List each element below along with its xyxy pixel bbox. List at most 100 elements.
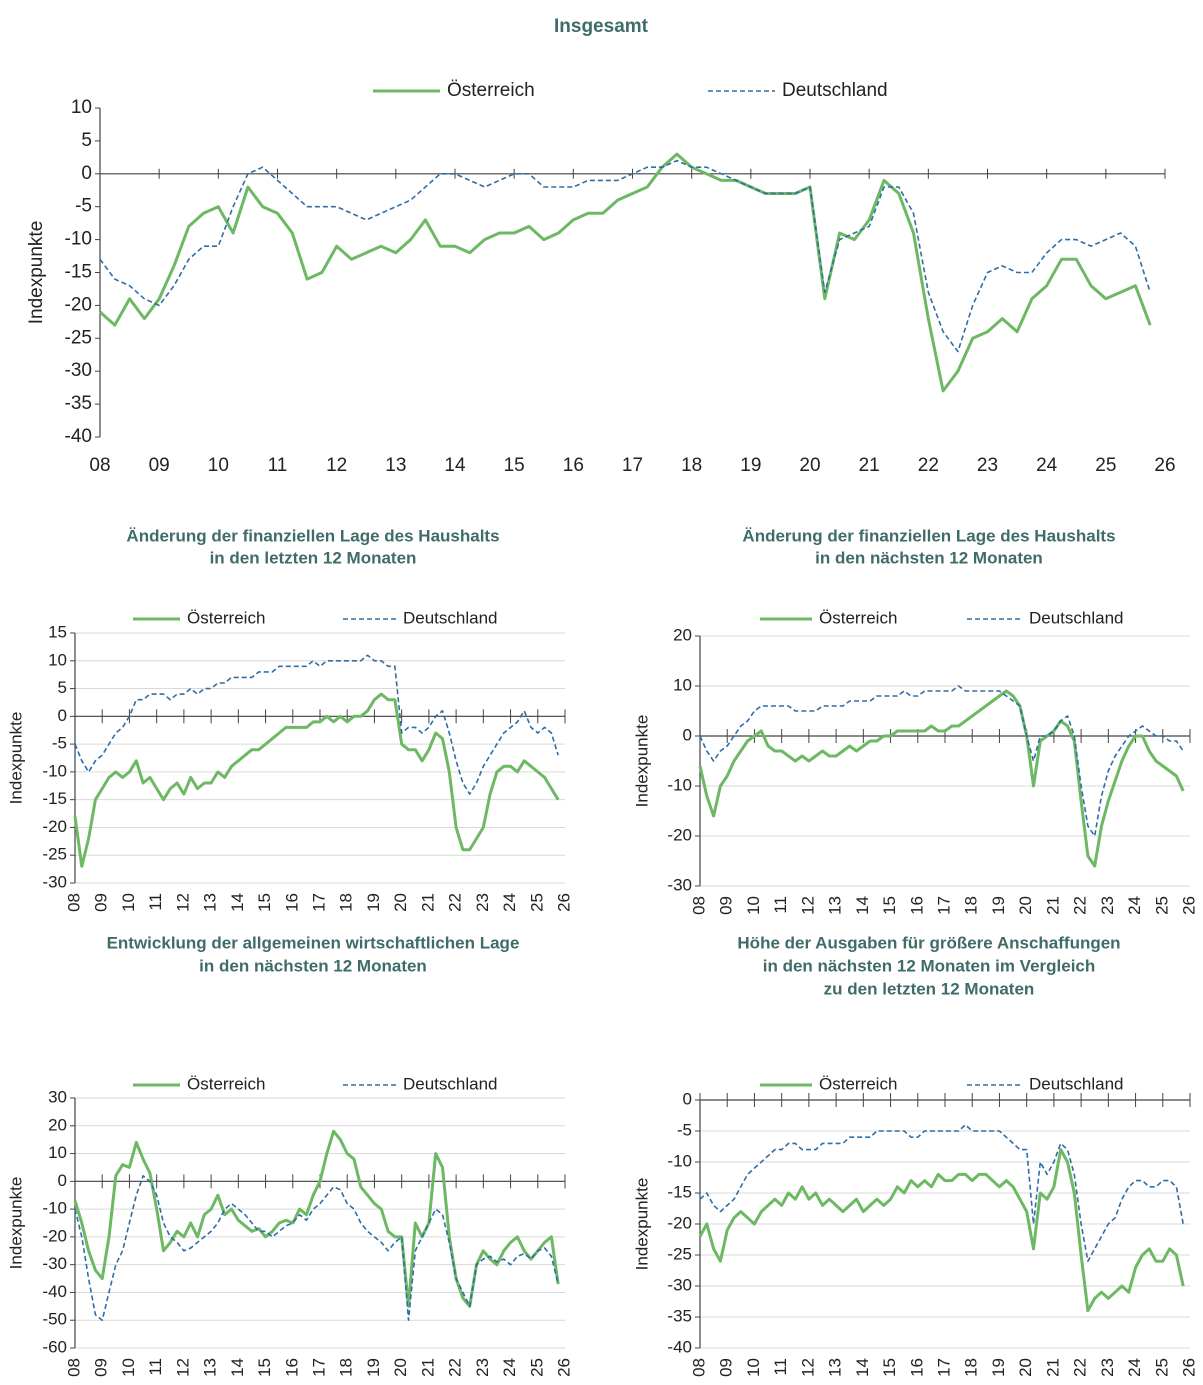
x-tick-label: 25	[1152, 1358, 1171, 1377]
x-tick-label: 10	[119, 1358, 138, 1377]
y-tick-label: -25	[42, 845, 67, 864]
x-tick-label: 11	[268, 455, 288, 476]
chart-title: in den nächsten 12 Monaten im Vergleich	[763, 956, 1096, 975]
x-tick-label: 24	[500, 893, 519, 912]
x-tick-label: 25	[1152, 896, 1171, 915]
chart-title: Änderung der finanziellen Lage des Haush…	[742, 526, 1115, 545]
series-line	[99, 159, 1151, 353]
legend-label: Deutschland	[1029, 1074, 1124, 1093]
y-tick-label: 5	[58, 678, 67, 697]
y-axis-label: Indexpunkte	[6, 1177, 25, 1270]
x-tick-label: 09	[717, 1358, 736, 1377]
series-line	[74, 654, 559, 795]
y-axis-label: Indexpunkte	[632, 715, 651, 808]
x-tick-label: 11	[146, 893, 165, 911]
x-tick-label: 25	[527, 1358, 546, 1377]
y-tick-label: 10	[71, 97, 92, 118]
y-tick-label: -5	[75, 196, 92, 217]
x-tick-label: 23	[473, 893, 492, 912]
x-tick-label: 14	[228, 1358, 247, 1377]
x-tick-label: 26	[1179, 1358, 1198, 1377]
series-line	[74, 1175, 559, 1321]
x-tick-label: 21	[859, 455, 880, 476]
x-tick-label: 12	[326, 455, 347, 476]
y-tick-label: 0	[683, 725, 692, 744]
x-tick-label: 14	[444, 455, 466, 476]
series-line	[699, 1124, 1184, 1262]
y-tick-label: 0	[58, 1171, 67, 1190]
y-tick-label: 30	[48, 1087, 67, 1106]
chart-title: in den letzten 12 Monaten	[210, 548, 417, 567]
x-tick-label: 15	[255, 893, 274, 912]
x-tick-label: 21	[1043, 1358, 1062, 1377]
x-tick-label: 21	[1043, 896, 1062, 915]
x-tick-label: 21	[418, 1358, 437, 1377]
y-tick-label: 20	[48, 1115, 67, 1134]
x-tick-label: 26	[554, 893, 573, 912]
x-tick-label: 26	[554, 1358, 573, 1377]
x-tick-label: 13	[826, 1358, 845, 1377]
x-tick-label: 23	[1098, 896, 1117, 915]
chart-title: in den nächsten 12 Monaten	[199, 956, 427, 975]
y-axis-label: Indexpunkte	[632, 1178, 651, 1271]
y-tick-label: -20	[667, 1213, 692, 1232]
chart-title: in den nächsten 12 Monaten	[815, 548, 1043, 567]
x-tick-label: 13	[201, 893, 220, 912]
x-tick-label: 08	[689, 896, 708, 915]
y-tick-label: -5	[52, 734, 67, 753]
x-tick-label: 19	[364, 893, 383, 912]
x-tick-label: 10	[744, 896, 763, 915]
x-tick-label: 24	[500, 1358, 519, 1377]
x-tick-label: 11	[771, 896, 790, 914]
x-tick-label: 18	[962, 1358, 981, 1377]
x-tick-label: 16	[282, 1358, 301, 1377]
y-tick-label: -10	[667, 775, 692, 794]
y-tick-label: -15	[667, 1182, 692, 1201]
x-tick-label: 11	[146, 1358, 165, 1376]
x-tick-label: 17	[622, 455, 643, 476]
x-tick-label: 15	[504, 455, 525, 476]
x-tick-label: 20	[391, 1358, 410, 1377]
chart-title: Entwicklung der allgemeinen wirtschaftli…	[107, 933, 520, 952]
x-tick-label: 17	[309, 1358, 328, 1377]
series-line	[698, 1148, 1185, 1313]
x-tick-label: 19	[989, 1358, 1008, 1377]
y-tick-label: -20	[42, 1226, 67, 1245]
x-tick-label: 16	[907, 896, 926, 915]
series-line	[698, 689, 1185, 868]
x-tick-label: 18	[337, 893, 356, 912]
x-tick-label: 21	[418, 893, 437, 912]
y-tick-label: 0	[58, 706, 67, 725]
series-line	[99, 152, 1152, 393]
x-tick-label: 10	[119, 893, 138, 912]
x-tick-label: 25	[527, 893, 546, 912]
y-tick-label: -30	[65, 360, 92, 381]
y-tick-label: 10	[48, 1143, 67, 1162]
x-tick-label: 12	[798, 896, 817, 915]
y-tick-label: -10	[42, 1199, 67, 1218]
legend-label: Österreich	[819, 1074, 897, 1093]
chart: Änderung der finanziellen Lage des Haush…	[632, 526, 1198, 914]
x-tick-label: 22	[446, 893, 465, 912]
x-tick-label: 18	[337, 1358, 356, 1377]
x-tick-label: 19	[740, 455, 761, 476]
y-tick-label: -60	[42, 1337, 67, 1356]
chart: Höhe der Ausgaben für größere Anschaffun…	[632, 933, 1198, 1376]
x-tick-label: 17	[934, 896, 953, 915]
y-tick-label: -30	[667, 875, 692, 894]
x-tick-label: 19	[989, 896, 1008, 915]
y-tick-label: -10	[65, 229, 92, 250]
x-tick-label: 09	[92, 893, 111, 912]
x-tick-label: 26	[1154, 455, 1175, 476]
x-tick-label: 22	[1071, 1358, 1090, 1377]
x-tick-label: 18	[681, 455, 702, 476]
y-tick-label: -50	[42, 1310, 67, 1329]
x-tick-label: 15	[255, 1358, 274, 1377]
y-tick-label: -15	[65, 262, 92, 283]
x-tick-label: 12	[173, 893, 192, 912]
y-tick-label: -20	[42, 817, 67, 836]
y-tick-label: -25	[667, 1244, 692, 1263]
x-tick-label: 14	[853, 1358, 872, 1377]
x-tick-label: 20	[799, 455, 820, 476]
